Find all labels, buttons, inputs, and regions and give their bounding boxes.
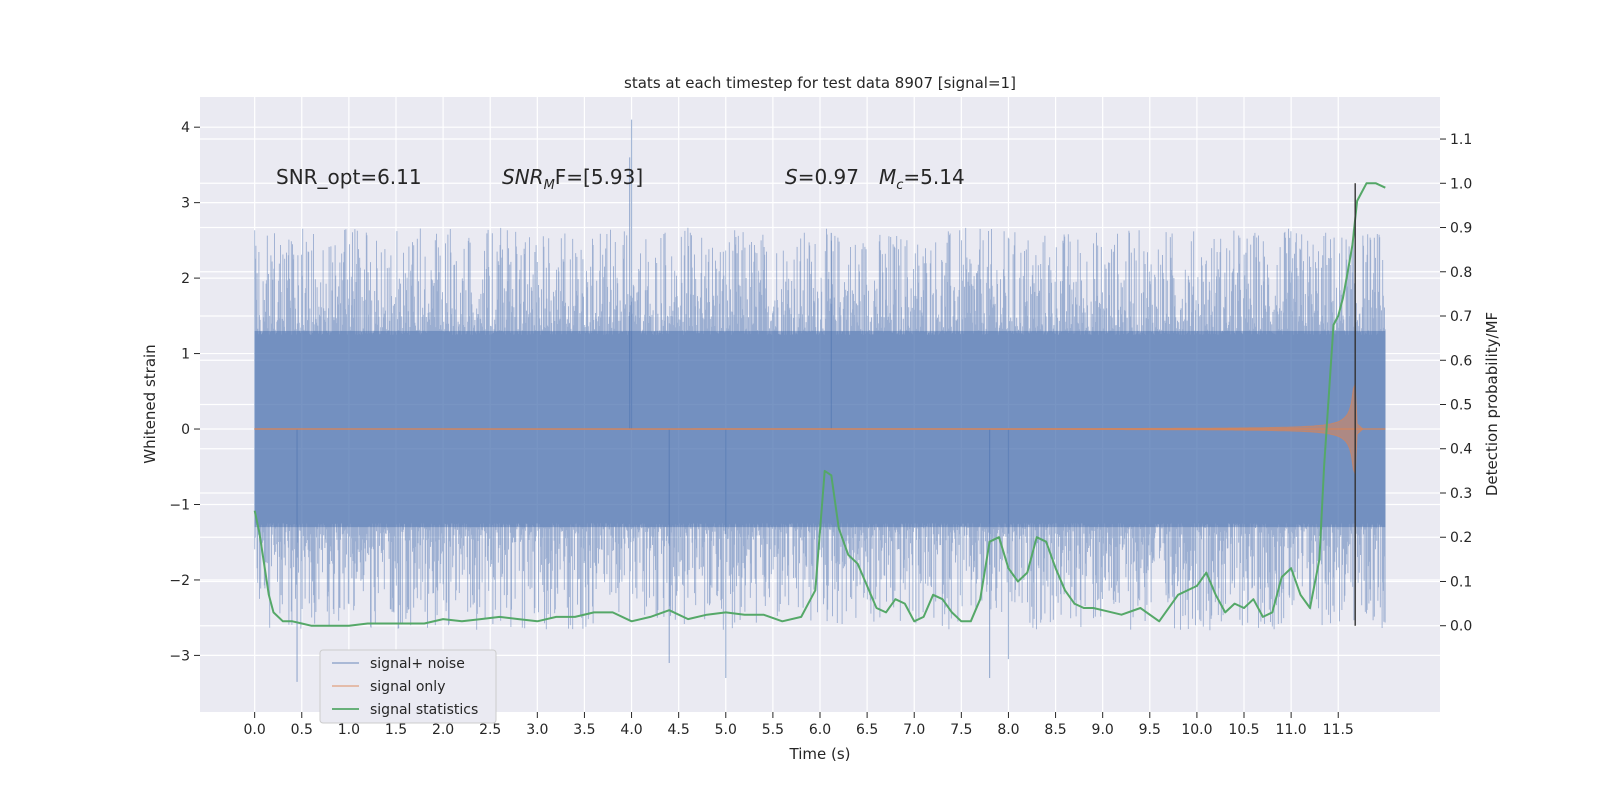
x-tick-label: 1.0 [338,722,360,738]
x-tick-label: 3.5 [573,722,595,738]
x-tick-label: 8.5 [1044,722,1066,738]
legend-label-signal-noise: signal+ noise [370,656,465,672]
y-tick-label: 0 [181,422,190,438]
y-axis-right-label: Detection probability/MF [1483,312,1501,496]
x-tick-label: 3.0 [526,722,548,738]
y-right-tick-label: 0.9 [1450,221,1472,237]
annotation-snr-mf: SNRMF=[5.93] [502,165,643,193]
snr-mf-subscript: M [544,178,555,193]
y-right-tick-label: 0.0 [1450,619,1472,635]
y-tick-label: 1 [181,347,190,363]
x-tick-label: 0.5 [291,722,313,738]
y-axis-label: Whitened strain [141,344,159,463]
legend-label-signal-statistics: signal statistics [370,702,478,718]
chart-title: stats at each timestep for test data 890… [624,74,1016,92]
y-right-tick-label: 0.7 [1450,309,1472,325]
annotation-mc: Mc=5.14 [879,165,965,193]
x-tick-label: 6.0 [809,722,831,738]
x-tick-label: 0.0 [244,722,266,738]
x-tick-label: 11.0 [1276,722,1307,738]
y-right-tick-label: 0.1 [1450,574,1472,590]
x-tick-label: 10.5 [1228,722,1259,738]
snr-mf-prefix: SNR [502,165,544,189]
annotation-s: S=0.97 [785,165,859,189]
legend: signal+ noise signal only signal statist… [319,649,497,724]
x-tick-label: 5.0 [715,722,737,738]
mc-value: =5.14 [903,165,964,189]
x-tick-label: 4.5 [668,722,690,738]
x-tick-label: 11.5 [1323,722,1354,738]
x-tick-label: 7.5 [950,722,972,738]
y-tick-label: 3 [181,196,190,212]
x-tick-label: 10.0 [1181,722,1212,738]
y-right-tick-label: 0.6 [1450,353,1472,369]
x-tick-label: 2.5 [479,722,501,738]
axes: 0.0 0.5 1.0 1.5 2.0 2.5 3.0 3.5 4.0 4.5 5.0 5.5 6.0 6… [169,120,1472,738]
snr-mf-suffix: F=[5.93] [555,165,643,189]
y-tick-label: −3 [169,648,190,664]
x-tick-label: 8.0 [997,722,1019,738]
signal-statistics-series [253,182,1386,627]
x-axis-label: Time (s) [789,745,851,763]
x-tick-label: 6.5 [856,722,878,738]
y-right-tick-label: 1.0 [1450,176,1472,192]
x-tick-label: 7.0 [903,722,925,738]
x-tick-label: 9.0 [1092,722,1114,738]
y-right-tick-label: 0.5 [1450,398,1472,414]
x-tick-label: 5.5 [762,722,784,738]
y-tick-label: 4 [181,120,190,136]
y-tick-label: 2 [181,271,190,287]
signal-only-series [254,383,1386,475]
signal-statistics-line [253,182,1386,627]
y-tick-label: −2 [169,573,190,589]
y-tick-label: −1 [169,497,190,513]
x-tick-label: 2.0 [432,722,454,738]
mc-name: M [879,165,896,189]
y-right-tick-label: 1.1 [1450,132,1472,148]
legend-box [319,649,497,724]
y-right-tick-label: 0.4 [1450,442,1472,458]
s-value: =0.97 [798,165,859,189]
x-tick-label: 9.5 [1139,722,1161,738]
y-right-tick-label: 0.8 [1450,265,1472,281]
y-right-tick-label: 0.2 [1450,530,1472,546]
x-tick-label: 4.0 [620,722,642,738]
s-name: S [785,165,798,189]
legend-label-signal-only: signal only [370,679,445,695]
y-right-tick-label: 0.3 [1450,486,1472,502]
mc-subscript: c [896,178,903,193]
x-tick-label: 1.5 [385,722,407,738]
annotation-snr-opt: SNR_opt=6.11 [276,165,422,189]
